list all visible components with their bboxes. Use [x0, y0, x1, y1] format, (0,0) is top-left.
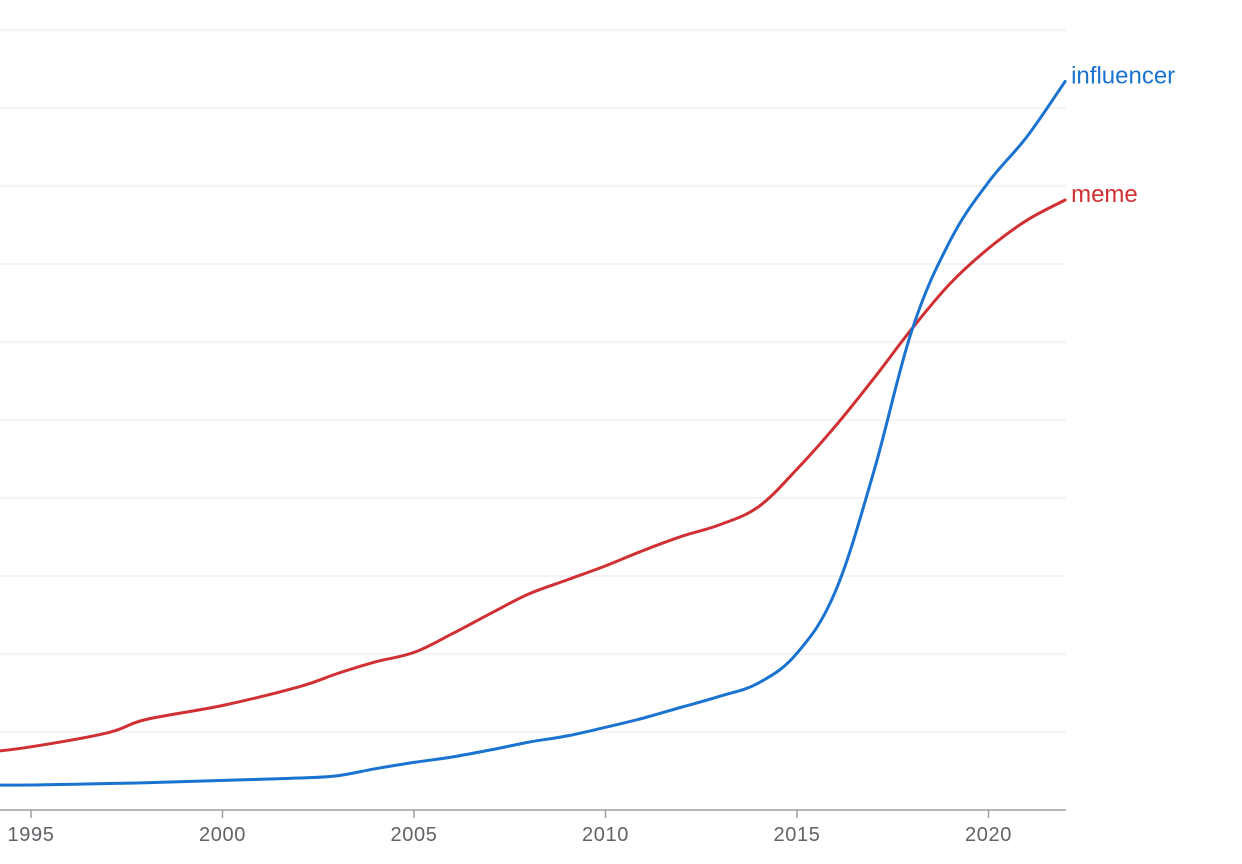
gridlines [0, 29, 1066, 733]
x-tick-label: 2000 [199, 824, 246, 846]
x-axis: 1995 2000 2005 2010 2015 2020 [0, 809, 1066, 846]
series-labels: meme influencer [1071, 62, 1175, 208]
x-tick-label: 2020 [965, 824, 1012, 846]
x-tick-label: 2015 [774, 824, 821, 846]
x-tick-label: 1995 [8, 824, 55, 846]
series-line-meme [0, 198, 1067, 753]
series-label-influencer: influencer [1071, 62, 1175, 89]
x-tick-label: 2005 [391, 824, 438, 846]
series-lines [0, 80, 1067, 787]
x-tick-label: 2010 [582, 824, 629, 846]
series-line-influencer [0, 80, 1067, 787]
series-label-meme: meme [1071, 181, 1138, 208]
